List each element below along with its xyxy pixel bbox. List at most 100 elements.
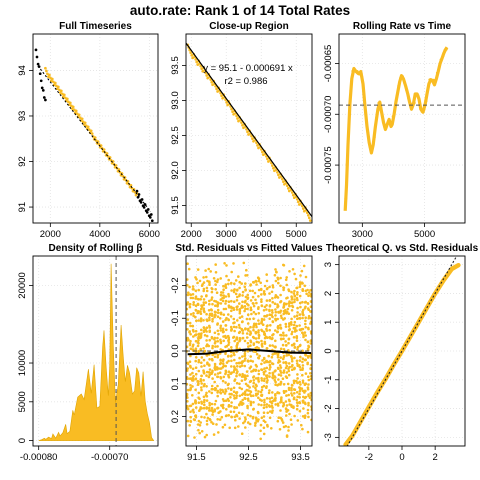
- residual-point: [257, 295, 260, 298]
- residual-point: [194, 406, 198, 409]
- residual-point: [267, 391, 271, 395]
- series-point: [379, 108, 383, 112]
- residual-point: [281, 357, 285, 361]
- residual-point: [186, 367, 189, 370]
- residual-point: [241, 412, 244, 415]
- residual-point: [214, 288, 217, 291]
- residual-point: [284, 389, 288, 393]
- residual-point: [203, 398, 206, 402]
- residual-point: [287, 353, 291, 357]
- residual-point: [233, 329, 236, 333]
- residual-point: [302, 333, 305, 337]
- residual-point: [208, 318, 211, 322]
- residual-point: [208, 417, 212, 421]
- series-point: [399, 76, 402, 80]
- residual-point: [192, 312, 195, 315]
- residual-point: [282, 403, 286, 407]
- residual-point: [221, 365, 225, 369]
- residual-point: [244, 417, 247, 421]
- residual-point: [189, 384, 192, 387]
- residual-point: [216, 345, 219, 348]
- residual-point: [202, 326, 206, 329]
- y-tick-label: -0.1: [170, 310, 181, 326]
- series-point: [377, 101, 381, 105]
- data-point: [35, 55, 39, 59]
- residual-point: [307, 291, 311, 294]
- residual-outlier: [254, 421, 257, 425]
- residual-point: [246, 393, 250, 397]
- residual-point: [192, 303, 195, 306]
- residual-point: [240, 379, 244, 383]
- residual-point: [235, 299, 239, 302]
- residual-point: [253, 291, 257, 295]
- residual-outlier: [300, 423, 303, 427]
- residual-point: [299, 355, 302, 359]
- residual-point: [213, 409, 216, 413]
- residual-point: [265, 279, 269, 283]
- residual-point: [205, 423, 209, 426]
- residual-point: [232, 370, 235, 374]
- residual-point: [197, 342, 200, 345]
- residual-point: [255, 283, 258, 286]
- residual-point: [292, 381, 296, 385]
- residual-point: [296, 311, 299, 314]
- residual-point: [276, 330, 280, 334]
- residual-point: [301, 364, 305, 367]
- residual-point: [301, 415, 305, 418]
- x-tick-label: 0: [399, 452, 404, 463]
- residual-point: [227, 382, 230, 386]
- residual-point: [298, 301, 302, 305]
- data-point: [62, 93, 66, 97]
- residual-point: [235, 325, 238, 329]
- residual-point: [205, 275, 208, 279]
- residual-outlier: [245, 268, 248, 272]
- residual-point: [186, 321, 189, 325]
- residual-point: [229, 315, 233, 318]
- residual-outlier: [262, 432, 266, 436]
- residual-point: [208, 358, 211, 361]
- residual-outlier: [225, 274, 228, 278]
- residual-point: [189, 377, 192, 381]
- residual-outlier: [210, 420, 213, 424]
- residual-point: [213, 355, 217, 359]
- residual-point: [259, 281, 263, 285]
- y-tick-label: 0.1: [170, 377, 181, 390]
- residual-point: [268, 389, 271, 392]
- residual-point: [307, 378, 311, 382]
- residual-point: [298, 389, 302, 393]
- residual-point: [307, 393, 310, 396]
- residual-point: [227, 375, 230, 378]
- residual-point: [263, 361, 266, 364]
- residual-point: [279, 409, 282, 412]
- residual-point: [291, 305, 295, 309]
- data-point: [296, 200, 300, 204]
- residual-point: [270, 355, 274, 359]
- residual-point: [203, 364, 206, 368]
- residual-point: [217, 332, 220, 336]
- residual-point: [218, 418, 222, 421]
- data-point: [41, 89, 45, 92]
- residual-outlier: [205, 419, 209, 423]
- residual-point: [241, 355, 244, 358]
- residual-point: [301, 316, 304, 320]
- residual-point: [276, 317, 280, 321]
- residual-point: [282, 288, 285, 292]
- residual-point: [301, 288, 305, 291]
- residual-point: [246, 322, 250, 325]
- residual-point: [241, 332, 245, 335]
- residual-point: [200, 402, 204, 405]
- residual-point: [265, 347, 269, 350]
- y-tick-label: -0.00065: [323, 45, 334, 83]
- residual-point: [290, 392, 293, 395]
- residual-point: [282, 331, 285, 335]
- residual-point: [295, 286, 298, 290]
- y-tick-label: 92.0: [170, 161, 181, 180]
- x-tick-label: -2: [365, 452, 373, 463]
- residual-point: [269, 365, 272, 369]
- residual-point: [244, 307, 247, 311]
- residual-point: [297, 364, 301, 367]
- residual-point: [282, 354, 286, 358]
- residual-point: [240, 282, 243, 285]
- residual-point: [309, 372, 312, 375]
- data-point: [236, 117, 239, 120]
